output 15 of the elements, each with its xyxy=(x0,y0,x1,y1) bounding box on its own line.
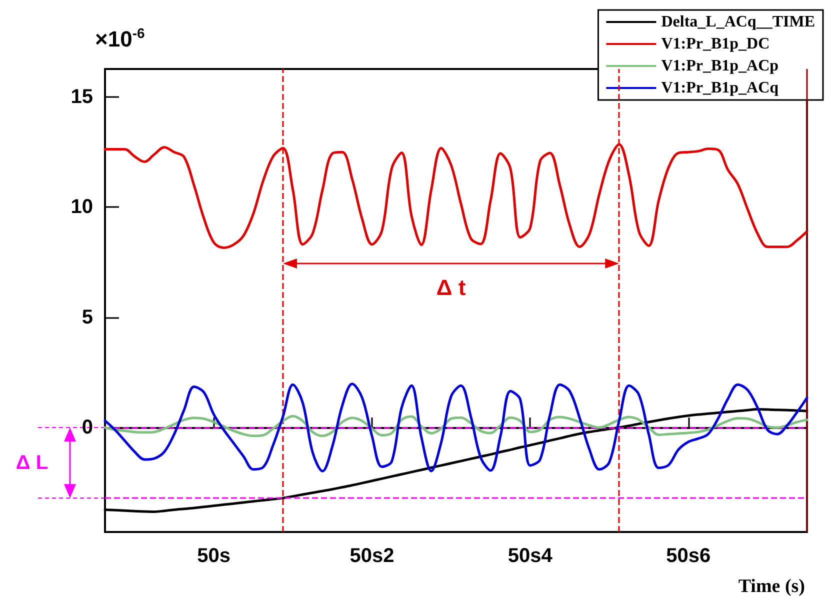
annotation: Δ t xyxy=(436,274,466,300)
legend-label: V1:Pr_B1p_ACq xyxy=(661,80,779,96)
legend-label: V1:Pr_B1p_DC xyxy=(661,36,770,52)
y-tick-label: 5 xyxy=(82,306,93,328)
legend-label: Delta_L_ACq__TIME xyxy=(661,14,815,30)
legend-label: V1:Pr_B1p_ACp xyxy=(661,58,779,74)
y-tick-label: 15 xyxy=(70,86,93,108)
x-tick-label: 50s4 xyxy=(508,545,554,567)
x-axis-title: Time (s) xyxy=(738,576,806,597)
x-tick-label: 50s2 xyxy=(350,545,394,567)
y-tick-label: 0 xyxy=(82,416,93,439)
x-tick-label: 50s xyxy=(197,545,230,567)
x-tick-label: 50s6 xyxy=(666,545,711,567)
text: Δ L xyxy=(16,452,48,474)
y-tick-label: 10 xyxy=(70,196,93,218)
